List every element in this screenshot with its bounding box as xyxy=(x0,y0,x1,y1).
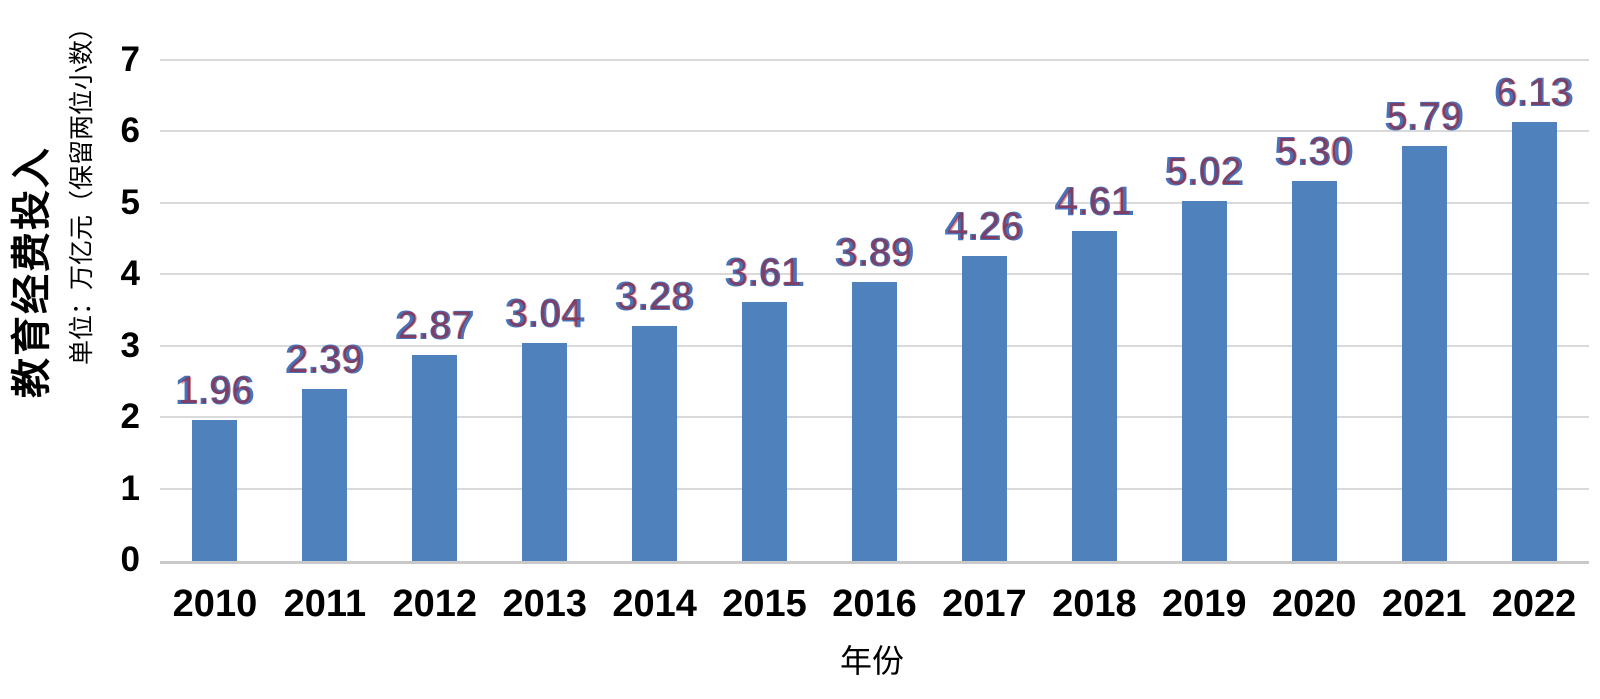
bar-value-label: 2.39 2.39 xyxy=(245,339,405,380)
bar-value-label: 3.61 3.61 xyxy=(685,252,845,293)
bar-value-overlay: 5.30 xyxy=(1277,131,1352,174)
bar-value-text: 2.39 xyxy=(284,336,365,383)
bar-value-text: 4.61 xyxy=(1054,177,1135,224)
y-tick-label: 3 xyxy=(120,325,140,365)
bar-value-label: 3.89 3.89 xyxy=(795,232,955,273)
x-tick-label: 2015 xyxy=(722,583,807,625)
x-tick-label: 2010 xyxy=(172,583,258,625)
bar-value-overlay: 4.26 xyxy=(947,205,1022,248)
bar-value-overlay: 5.02 xyxy=(1167,151,1242,194)
bar xyxy=(1071,230,1117,561)
bar-value-overlay: 3.28 xyxy=(617,275,692,318)
x-tick-label: 2020 xyxy=(1271,583,1357,625)
y-axis-title: 教育经费投入 xyxy=(9,146,54,398)
gridline xyxy=(160,201,1589,204)
y-tick-label: 4 xyxy=(120,254,140,294)
bar-value-label: 3.04 3.04 xyxy=(465,289,625,336)
bar xyxy=(1291,181,1337,561)
bar xyxy=(1181,201,1227,561)
y-tick-label: 7 xyxy=(120,40,140,79)
bar-value-text: 3.28 xyxy=(614,272,695,319)
bar-value-text: 4.26 xyxy=(944,202,1025,249)
y-tick-label: 1 xyxy=(120,468,140,508)
x-tick-label: 2012 xyxy=(392,583,478,625)
x-tick-label: 2014 xyxy=(612,583,697,625)
x-tick-label: 2019 xyxy=(1161,583,1247,625)
bar-value-text: 6.13 xyxy=(1494,69,1574,116)
bar xyxy=(192,420,238,561)
bar-value-overlay: 3.04 xyxy=(507,292,582,335)
x-tick-label: 2017 xyxy=(942,583,1027,625)
bar xyxy=(302,389,348,561)
gridline xyxy=(160,59,1589,61)
bar-value-label: 1.96 1.96 xyxy=(135,370,295,411)
x-axis-line xyxy=(160,561,1589,564)
bar-value-label: 4.26 4.26 xyxy=(904,202,1064,249)
bar-value-text: 5.02 xyxy=(1164,148,1245,195)
bar-value-text: 3.04 xyxy=(504,289,585,336)
bar-value-text: 5.30 xyxy=(1274,128,1355,175)
x-axis-title: 年份 xyxy=(839,643,905,679)
bar xyxy=(852,282,897,561)
x-tick-label: 2016 xyxy=(832,583,917,625)
bar xyxy=(632,325,678,561)
y-tick-label: 0 xyxy=(120,540,140,579)
y-tick-label: 2 xyxy=(120,397,140,437)
bar xyxy=(522,342,568,561)
y-tick-label: 6 xyxy=(120,111,140,151)
gridline xyxy=(160,273,1589,276)
bar xyxy=(412,355,458,561)
x-tick-label: 2011 xyxy=(283,583,367,625)
x-tick-label: 2018 xyxy=(1052,583,1137,625)
bar-value-overlay: 2.87 xyxy=(397,305,472,347)
bar-value-label: 5.30 5.30 xyxy=(1234,131,1394,172)
x-tick-label: 2021 xyxy=(1381,583,1467,625)
y-tick-label: 5 xyxy=(120,182,140,222)
x-tick-label: 2013 xyxy=(502,583,587,625)
bar-value-overlay: 6.13 xyxy=(1497,72,1572,115)
bar xyxy=(961,255,1007,561)
bar-value-overlay: 3.61 xyxy=(727,252,802,295)
bar-value-text: 3.61 xyxy=(724,249,805,296)
x-tick-label: 2022 xyxy=(1491,583,1577,625)
bar xyxy=(742,302,788,561)
bar-value-overlay: 4.61 xyxy=(1057,180,1132,223)
bar-value-label: 4.61 4.61 xyxy=(1014,177,1174,224)
bar-value-overlay: 5.79 xyxy=(1387,96,1462,139)
bar-value-label: 2.87 2.87 xyxy=(355,305,515,346)
bar-value-overlay: 1.96 xyxy=(177,370,252,412)
bar-value-label: 6.13 6.13 xyxy=(1454,72,1600,113)
gridline xyxy=(160,130,1589,133)
bar-value-text: 2.87 xyxy=(394,302,475,348)
bar-value-label: 5.79 5.79 xyxy=(1344,96,1504,137)
bar xyxy=(1401,146,1447,561)
bar xyxy=(1511,122,1557,561)
bar-value-overlay: 3.89 xyxy=(837,232,912,275)
bar-value-label: 5.02 5.02 xyxy=(1124,151,1284,192)
bar-value-label: 3.28 3.28 xyxy=(575,272,735,319)
bar-value-text: 5.79 xyxy=(1384,93,1465,140)
bar-value-overlay: 2.39 xyxy=(287,339,362,382)
bar-value-text: 3.89 xyxy=(834,229,915,276)
bar-value-text: 1.96 xyxy=(175,367,255,413)
